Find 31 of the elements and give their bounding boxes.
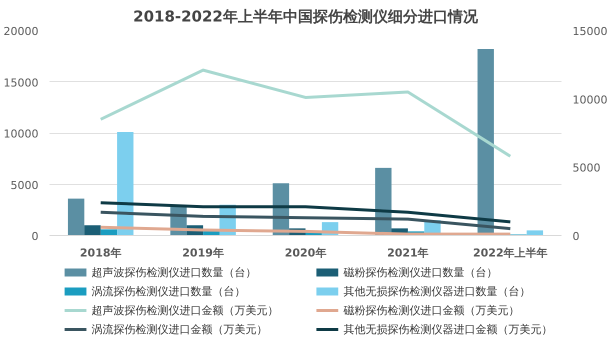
x-tick-label: 2020年 [284, 246, 326, 260]
y-tick-label: 10000 [4, 128, 39, 140]
y2-tick-label: 10000 [572, 93, 608, 106]
y-tick-label: 0 [32, 230, 38, 243]
x-tick-label: 2019年 [182, 246, 224, 260]
legend-label: 涡流探伤检测仪进口数量（台） [91, 285, 246, 298]
line-series [99, 68, 512, 158]
bar [84, 225, 101, 236]
x-tick-label: 2021年 [387, 246, 429, 260]
y2-tick-label: 15000 [572, 25, 608, 38]
bar [100, 229, 118, 236]
legend-label: 磁粉探伤检测仪进口金额（万美元） [342, 304, 520, 317]
legend-label: 磁粉探伤检测仪进口数量（台） [342, 266, 498, 279]
line-series [99, 201, 512, 224]
y2-tick-label: 5000 [572, 162, 600, 175]
line-series [99, 226, 512, 236]
y2-tick-label: 0 [572, 230, 580, 243]
line-series [99, 210, 512, 230]
y-tick-label: 20000 [4, 25, 39, 38]
legend-label: 涡流探伤检测仪进口金额（万美元） [91, 323, 268, 336]
legend-label: 其他无损探伤检测仪器进口金额（万美元） [343, 323, 552, 336]
x-tick-label: 2022年上半年 [472, 246, 548, 260]
bar [68, 198, 84, 236]
chart-title: 2018-2022年上半年中国探伤检测仪细分进口情况 [133, 8, 479, 26]
y-tick-label: 15000 [4, 76, 39, 90]
bar [117, 132, 134, 236]
legend-label: 超声波探伤检测仪进口金额（万美元） [91, 304, 278, 317]
legend-label: 其他无损探伤检测仪器进口数量（台） [343, 285, 530, 298]
legend-label: 超声波探伤检测仪进口数量（台） [91, 266, 256, 279]
x-tick-label: 2018年 [80, 246, 122, 260]
y-tick-label: 5000 [10, 178, 39, 192]
